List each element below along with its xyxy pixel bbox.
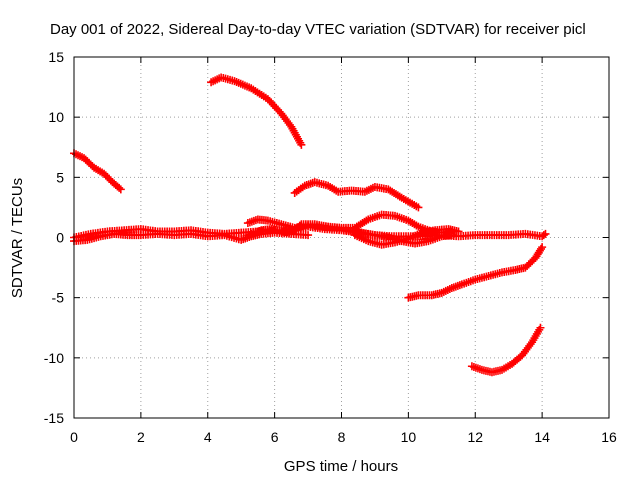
- data-point: [115, 183, 124, 192]
- x-tick-label: 14: [534, 429, 550, 445]
- data-point: [116, 185, 125, 194]
- y-tick-label: 0: [56, 230, 64, 246]
- y-tick-label: -5: [52, 290, 65, 306]
- data-point: [414, 203, 423, 212]
- y-axis-title: SDTVAR / TECUs: [9, 178, 26, 298]
- x-tick-label: 2: [137, 429, 145, 445]
- x-tick-label: 12: [467, 429, 483, 445]
- series-arc-j: [467, 323, 545, 377]
- data-point: [297, 140, 306, 149]
- x-tick-label: 8: [338, 429, 346, 445]
- x-axis-title: GPS time / hours: [284, 458, 398, 475]
- y-tick-label: -15: [44, 410, 64, 426]
- data-point: [454, 227, 463, 236]
- data-point: [536, 323, 545, 332]
- data-point: [537, 244, 546, 253]
- y-tick-label: 5: [56, 169, 64, 185]
- series-arc-a: [70, 149, 125, 194]
- x-tick-label: 10: [401, 429, 417, 445]
- data-point: [539, 231, 548, 240]
- data-point: [304, 231, 313, 240]
- x-tick-label: 0: [70, 429, 78, 445]
- series-arc-g: [247, 210, 456, 238]
- y-tick-labels: -15 -10 -5 0 5 10 15: [44, 49, 64, 426]
- data-point: [295, 221, 304, 230]
- plot-frame: [73, 56, 610, 419]
- y-tick-label: 10: [48, 109, 64, 125]
- x-tick-label: 16: [601, 429, 617, 445]
- series-arc-b: [207, 73, 306, 149]
- series-arc-i: [404, 243, 547, 302]
- y-tick-label: -10: [44, 350, 64, 366]
- x-tick-labels: 0 2 4 6 8 10 12 14 16: [70, 429, 617, 445]
- grid-lines: [74, 57, 609, 418]
- data-point: [541, 229, 550, 238]
- series-arc-c: [290, 178, 423, 212]
- data-point: [538, 243, 547, 252]
- x-tick-label: 4: [204, 429, 212, 445]
- y-tick-label: 15: [48, 49, 64, 65]
- x-tick-label: 6: [271, 429, 279, 445]
- data-series: [70, 73, 550, 377]
- series-arc-h: [350, 225, 463, 249]
- chart-title: Day 001 of 2022, Sidereal Day-to-day VTE…: [50, 21, 586, 38]
